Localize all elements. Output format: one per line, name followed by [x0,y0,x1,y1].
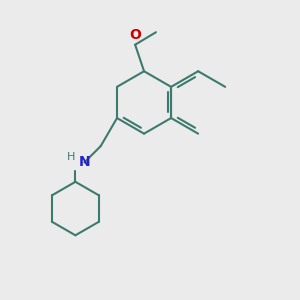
Text: O: O [129,28,141,42]
Text: N: N [79,155,90,170]
Text: H: H [67,152,75,161]
